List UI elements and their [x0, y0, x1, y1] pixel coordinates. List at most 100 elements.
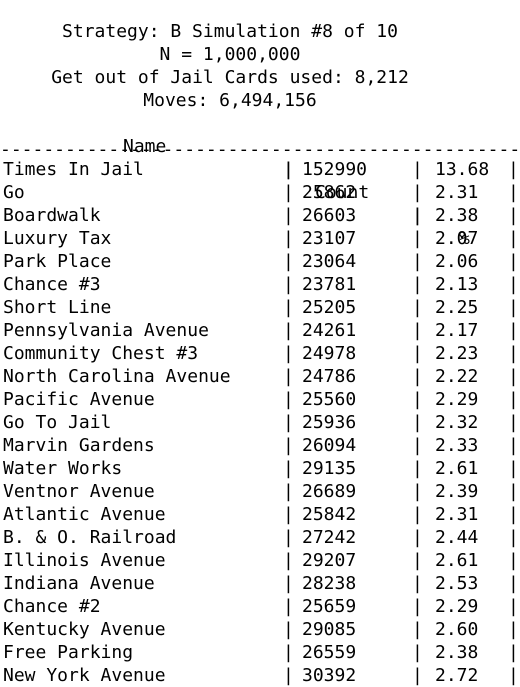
row-count: 29085 — [302, 619, 357, 640]
column-separator: | — [508, 665, 519, 686]
row-percent: 2.38 — [435, 642, 479, 663]
row-name: Go To Jail — [3, 412, 112, 433]
column-separator: | — [508, 320, 519, 341]
row-count: 25205 — [302, 297, 357, 318]
row-name: Community Chest #3 — [3, 343, 199, 364]
row-count: 25659 — [302, 596, 357, 617]
row-count: 25862 — [302, 182, 357, 203]
column-separator: | — [508, 343, 519, 364]
column-separator: | — [283, 642, 294, 663]
column-header-count: Count — [315, 182, 370, 203]
row-name: Times In Jail — [3, 159, 144, 180]
column-separator: | — [412, 481, 423, 502]
column-separator: | — [508, 228, 519, 249]
column-separator: | — [412, 228, 423, 249]
column-separator: | — [412, 619, 423, 640]
column-separator: | — [283, 159, 294, 180]
column-separator: | — [283, 228, 294, 249]
row-count: 29135 — [302, 458, 357, 479]
column-separator: | — [283, 389, 294, 410]
column-separator: | — [412, 412, 423, 433]
table-row: Go | 25862 | 2.31 | — [0, 181, 520, 204]
row-name: Illinois Avenue — [3, 550, 166, 571]
column-separator: | — [283, 619, 294, 640]
row-percent: 2.31 — [435, 504, 479, 525]
table-row: Atlantic Avenue | 25842 | 2.31 | — [0, 503, 520, 526]
column-separator: | — [283, 343, 294, 364]
row-count: 25936 — [302, 412, 357, 433]
row-name: Chance #3 — [3, 274, 101, 295]
row-percent: 2.06 — [435, 251, 479, 272]
column-separator: | — [508, 297, 519, 318]
row-percent: 2.44 — [435, 527, 479, 548]
table-row: Go To Jail | 25936 | 2.32 | — [0, 411, 520, 434]
column-separator: | — [412, 343, 423, 364]
row-percent: 2.23 — [435, 343, 479, 364]
n-line: N = 1,000,000 — [159, 44, 301, 65]
row-percent: 2.53 — [435, 573, 479, 594]
row-percent: 2.38 — [435, 205, 479, 226]
column-separator: | — [412, 205, 423, 226]
column-separator: | — [283, 481, 294, 502]
column-separator: | — [412, 527, 423, 548]
row-name: Chance #2 — [3, 596, 101, 617]
column-separator: | — [508, 435, 519, 456]
row-count: 24786 — [302, 366, 357, 387]
column-separator: | — [283, 550, 294, 571]
column-separator: | — [508, 159, 519, 180]
column-separator: | — [283, 458, 294, 479]
column-separator: | — [283, 251, 294, 272]
column-separator: | — [283, 205, 294, 226]
column-separator: | — [508, 573, 519, 594]
column-separator: | — [412, 320, 423, 341]
table-row: Times In Jail | 152990 | 13.68 | — [0, 158, 520, 181]
column-separator: | — [412, 274, 423, 295]
column-separator: | — [412, 504, 423, 525]
moves-line: Moves: 6,494,156 — [143, 90, 317, 111]
column-separator: | — [412, 573, 423, 594]
row-count: 30392 — [302, 665, 357, 686]
column-separator: | — [508, 251, 519, 272]
column-separator: | — [412, 159, 423, 180]
column-separator: | — [283, 159, 294, 180]
row-count: 23781 — [302, 274, 357, 295]
row-count: 23064 — [302, 251, 357, 272]
row-count: 28238 — [302, 573, 357, 594]
column-separator: | — [412, 642, 423, 663]
column-separator: | — [283, 366, 294, 387]
column-separator: | — [412, 596, 423, 617]
column-separator: | — [508, 619, 519, 640]
column-separator: | — [508, 389, 519, 410]
table-row: Free Parking | 26559 | 2.38 | — [0, 641, 520, 664]
row-percent: 2.72 — [435, 665, 479, 686]
table-header: Name | Count | % — [0, 112, 520, 249]
column-separator: | — [283, 435, 294, 456]
row-count: 29207 — [302, 550, 357, 571]
column-separator: | — [412, 458, 423, 479]
row-name: New York Avenue — [3, 665, 166, 686]
row-count: 24978 — [302, 343, 357, 364]
table-row: Chance #3 | 23781 | 2.13 | — [0, 273, 520, 296]
column-separator: | — [508, 366, 519, 387]
row-percent: 2.33 — [435, 435, 479, 456]
row-name: Short Line — [3, 297, 112, 318]
column-separator: | — [412, 550, 423, 571]
table-row: Pacific Avenue | 25560 | 2.29 | — [0, 388, 520, 411]
header-rule: ----------------------------------------… — [0, 139, 520, 160]
table-row: New York Avenue | 30392 | 2.72 | — [0, 664, 520, 687]
row-name: Water Works — [3, 458, 123, 479]
column-separator: | — [412, 665, 423, 686]
column-separator: | — [508, 642, 519, 663]
row-count: 23107 — [302, 228, 357, 249]
row-name: Free Parking — [3, 642, 134, 663]
table-row: Chance #2 | 25659 | 2.29 | — [0, 595, 520, 618]
column-separator: | — [508, 274, 519, 295]
column-separator: | — [283, 527, 294, 548]
column-separator: | — [283, 504, 294, 525]
row-percent: 2.39 — [435, 481, 479, 502]
row-count: 27242 — [302, 527, 357, 548]
row-percent: 2.29 — [435, 389, 479, 410]
table-row: Luxury Tax | 23107 | 2.07 | — [0, 227, 520, 250]
column-separator: | — [508, 504, 519, 525]
table-row: Water Works | 29135 | 2.61 | — [0, 457, 520, 480]
